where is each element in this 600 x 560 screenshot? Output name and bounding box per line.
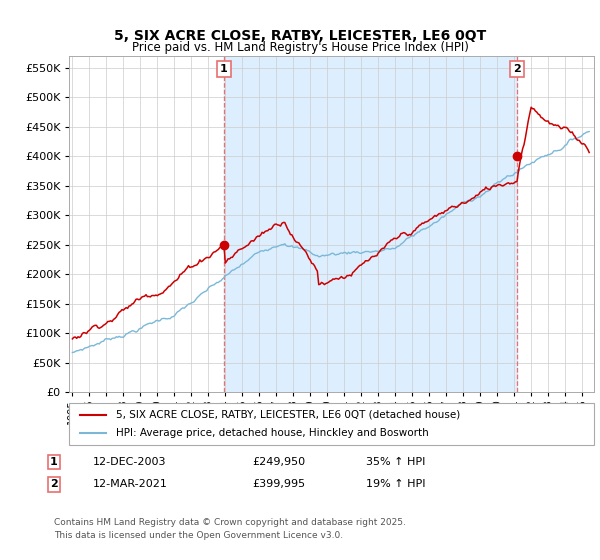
- Text: £399,995: £399,995: [252, 479, 305, 489]
- Bar: [224, 56, 517, 392]
- Text: 5, SIX ACRE CLOSE, RATBY, LEICESTER, LE6 0QT (detached house): 5, SIX ACRE CLOSE, RATBY, LEICESTER, LE6…: [116, 410, 461, 420]
- Text: 1: 1: [50, 457, 58, 467]
- Text: 2: 2: [50, 479, 58, 489]
- Text: 1: 1: [220, 64, 228, 74]
- Text: Price paid vs. HM Land Registry's House Price Index (HPI): Price paid vs. HM Land Registry's House …: [131, 41, 469, 54]
- Text: 5, SIX ACRE CLOSE, RATBY, LEICESTER, LE6 0QT: 5, SIX ACRE CLOSE, RATBY, LEICESTER, LE6…: [114, 29, 486, 44]
- Text: Contains HM Land Registry data © Crown copyright and database right 2025.
This d: Contains HM Land Registry data © Crown c…: [54, 519, 406, 540]
- Text: £249,950: £249,950: [252, 457, 305, 467]
- Text: 12-MAR-2021: 12-MAR-2021: [93, 479, 168, 489]
- Text: 19% ↑ HPI: 19% ↑ HPI: [366, 479, 425, 489]
- Text: 35% ↑ HPI: 35% ↑ HPI: [366, 457, 425, 467]
- Text: 12-DEC-2003: 12-DEC-2003: [93, 457, 167, 467]
- Text: HPI: Average price, detached house, Hinckley and Bosworth: HPI: Average price, detached house, Hinc…: [116, 428, 429, 438]
- Text: 2: 2: [513, 64, 521, 74]
